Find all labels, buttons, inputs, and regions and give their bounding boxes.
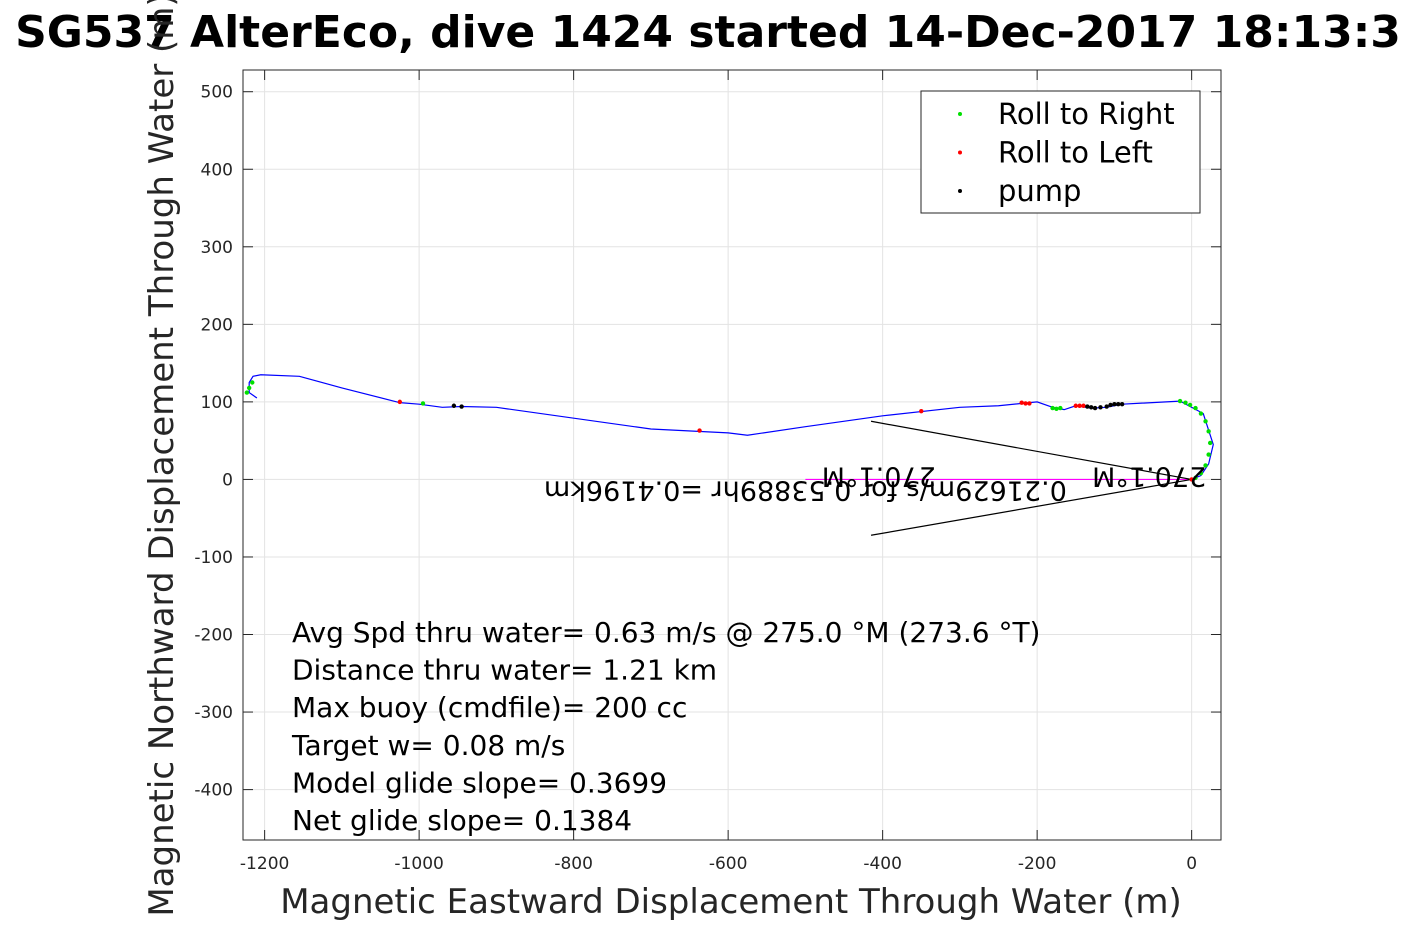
x-axis-label: Magnetic Eastward Displacement Through W… xyxy=(280,882,1182,922)
point-roll-to-left xyxy=(1027,401,1032,406)
legend-marker xyxy=(958,112,962,116)
point-roll-to-left xyxy=(919,408,924,414)
heading-arrow-line xyxy=(870,420,1192,481)
point-roll-to-right xyxy=(1058,405,1063,411)
y-tick-label: -300 xyxy=(194,703,233,723)
stats-annotation: Max buoy (cmdfile)= 200 cc xyxy=(292,691,687,724)
x-tick-label: -400 xyxy=(863,854,902,874)
stats-annotation: Model glide slope= 0.3699 xyxy=(292,766,667,799)
legend-entry: Roll to Left xyxy=(998,136,1153,170)
point-roll-to-left xyxy=(1077,403,1082,408)
legend-box xyxy=(920,90,1201,214)
point-roll-to-right xyxy=(1193,475,1198,481)
legend: Roll to Right Roll to Left pump xyxy=(920,90,1201,214)
x-tick-label: -800 xyxy=(554,854,593,874)
point-roll-to-right xyxy=(244,390,250,395)
point-roll-to-right xyxy=(1050,405,1055,411)
point-roll-to-left xyxy=(397,399,403,405)
y-tick-label: -400 xyxy=(194,781,233,801)
legend-marker xyxy=(958,189,962,193)
point-pump xyxy=(1116,402,1121,407)
y-axis-label: Magnetic Northward Displacement Through … xyxy=(142,0,182,917)
y-tick-label: 100 xyxy=(201,393,233,413)
y-tick-label: 300 xyxy=(201,238,233,258)
track-line xyxy=(248,374,1214,480)
point-pump xyxy=(1092,405,1098,411)
heading-arrow-line xyxy=(870,478,1192,536)
stats-annotation: Target w= 0.08 m/s xyxy=(291,729,565,762)
point-roll-to-right xyxy=(1183,400,1188,405)
point-roll-to-right xyxy=(1203,419,1208,424)
point-pump xyxy=(1119,402,1125,407)
point-pump xyxy=(451,403,457,408)
y-tick-label: 200 xyxy=(201,315,233,335)
rotated-annotation: 270.1°M xyxy=(1092,460,1206,491)
point-roll-to-right xyxy=(1206,452,1211,457)
point-roll-to-right xyxy=(246,385,252,391)
x-tick-label: -1000 xyxy=(394,854,443,874)
point-pump xyxy=(1108,402,1113,408)
point-pump xyxy=(1104,404,1109,409)
y-tick-label: 0 xyxy=(222,470,233,490)
point-pump xyxy=(1085,404,1090,409)
plot-area xyxy=(242,69,1222,841)
y-tick-label: 500 xyxy=(201,83,233,103)
legend-marker xyxy=(958,150,962,155)
y-tick-label: -200 xyxy=(194,626,233,646)
chart-title: SG537 AlterEco, dive 1424 started 14-Dec… xyxy=(15,7,1401,58)
annotations: 0.21629m/s for 0.53889hr =0.4196km270.1°… xyxy=(291,460,1206,837)
rotated-annotation: 270.1°M xyxy=(822,460,936,491)
y-tick-label: -100 xyxy=(194,548,233,568)
stats-annotation: Net glide slope= 0.1384 xyxy=(292,804,632,837)
point-roll-to-right xyxy=(1193,405,1198,411)
point-roll-to-left xyxy=(1081,403,1086,408)
point-roll-to-right xyxy=(1198,471,1204,476)
legend-entry: pump xyxy=(998,174,1081,208)
point-roll-to-left xyxy=(1073,403,1078,408)
x-tick-label: -600 xyxy=(709,854,748,874)
point-roll-to-left xyxy=(1023,401,1028,406)
point-roll-to-right xyxy=(250,380,255,385)
point-pump xyxy=(1089,405,1094,410)
point-roll-to-left xyxy=(1019,400,1024,405)
x-tick-label: 0 xyxy=(1186,854,1197,874)
stats-annotation: Distance thru water= 1.21 km xyxy=(292,654,717,687)
point-roll-to-right xyxy=(1177,398,1183,404)
point-roll-to-left xyxy=(697,428,702,433)
point-pump xyxy=(1112,402,1117,407)
point-roll-to-right xyxy=(1206,429,1211,434)
legend-entry: Roll to Right xyxy=(998,97,1175,131)
point-roll-to-right xyxy=(1054,406,1059,412)
y-tick-label: 400 xyxy=(201,160,233,180)
point-roll-to-right xyxy=(1198,411,1204,416)
point-roll-to-right xyxy=(1203,463,1208,468)
point-pump xyxy=(459,404,464,409)
point-pump xyxy=(1098,405,1103,410)
point-roll-to-right xyxy=(1187,402,1193,408)
point-roll-to-right xyxy=(420,401,426,406)
rotated-annotation: 0.21629m/s for 0.53889hr =0.4196km xyxy=(544,474,1067,505)
x-tick-label: -200 xyxy=(1018,854,1057,874)
x-tick-label: -1200 xyxy=(240,854,289,874)
ticks: -1200 -1000 -800 -600 -400 -200 0-400-300-200-… xyxy=(194,70,1221,874)
point-roll-to-left xyxy=(1189,477,1194,482)
point-roll-to-right xyxy=(1207,440,1213,446)
stats-annotation: Avg Spd thru water= 0.63 m/s @ 275.0 °M … xyxy=(292,616,1040,649)
plot-marks xyxy=(244,374,1214,536)
